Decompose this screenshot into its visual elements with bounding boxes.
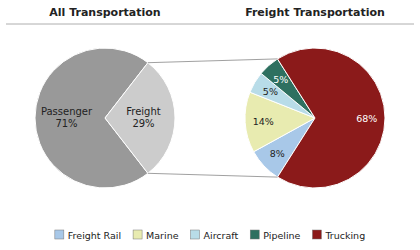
slice-name: Freight: [126, 106, 161, 117]
slice-name: Passenger: [41, 106, 93, 117]
data-label: 68%: [356, 113, 377, 124]
legend-swatch: [250, 230, 259, 239]
data-label: 5%: [263, 86, 278, 97]
legend-swatch: [312, 230, 321, 239]
connector-line: [148, 59, 278, 63]
legend-label: Marine: [146, 230, 179, 241]
data-label: 29%: [132, 118, 154, 129]
connector-line: [148, 173, 278, 177]
title-separator: [6, 24, 414, 25]
data-label: 71%: [55, 118, 77, 129]
legend-swatch: [191, 230, 200, 239]
legend-swatch: [55, 230, 64, 239]
pie: All Transportation Passenger71% Freight29%: [35, 6, 175, 188]
legend-swatch: [133, 230, 142, 239]
legend-label: Freight Rail: [68, 230, 121, 241]
legend: Freight Rail Marine Aircraft Pipeline Trucki…: [55, 230, 365, 241]
legend-label: Aircraft: [204, 230, 239, 241]
pie: Freight Transportation 8% 14% 5%5% 68%: [245, 6, 385, 188]
pie-slice: [277, 48, 385, 188]
pie-slice: [105, 63, 175, 174]
data-label: 8%: [270, 148, 285, 159]
data-label: 5%: [273, 74, 288, 85]
chart-title: All Transportation: [49, 6, 160, 19]
legend-label: Pipeline: [263, 230, 300, 241]
data-label: 14%: [253, 116, 274, 127]
legend-label: Trucking: [324, 230, 365, 241]
chart-title: Freight Transportation: [245, 6, 385, 19]
chart-svg: All Transportation Passenger71% Freight29%…: [0, 0, 420, 250]
